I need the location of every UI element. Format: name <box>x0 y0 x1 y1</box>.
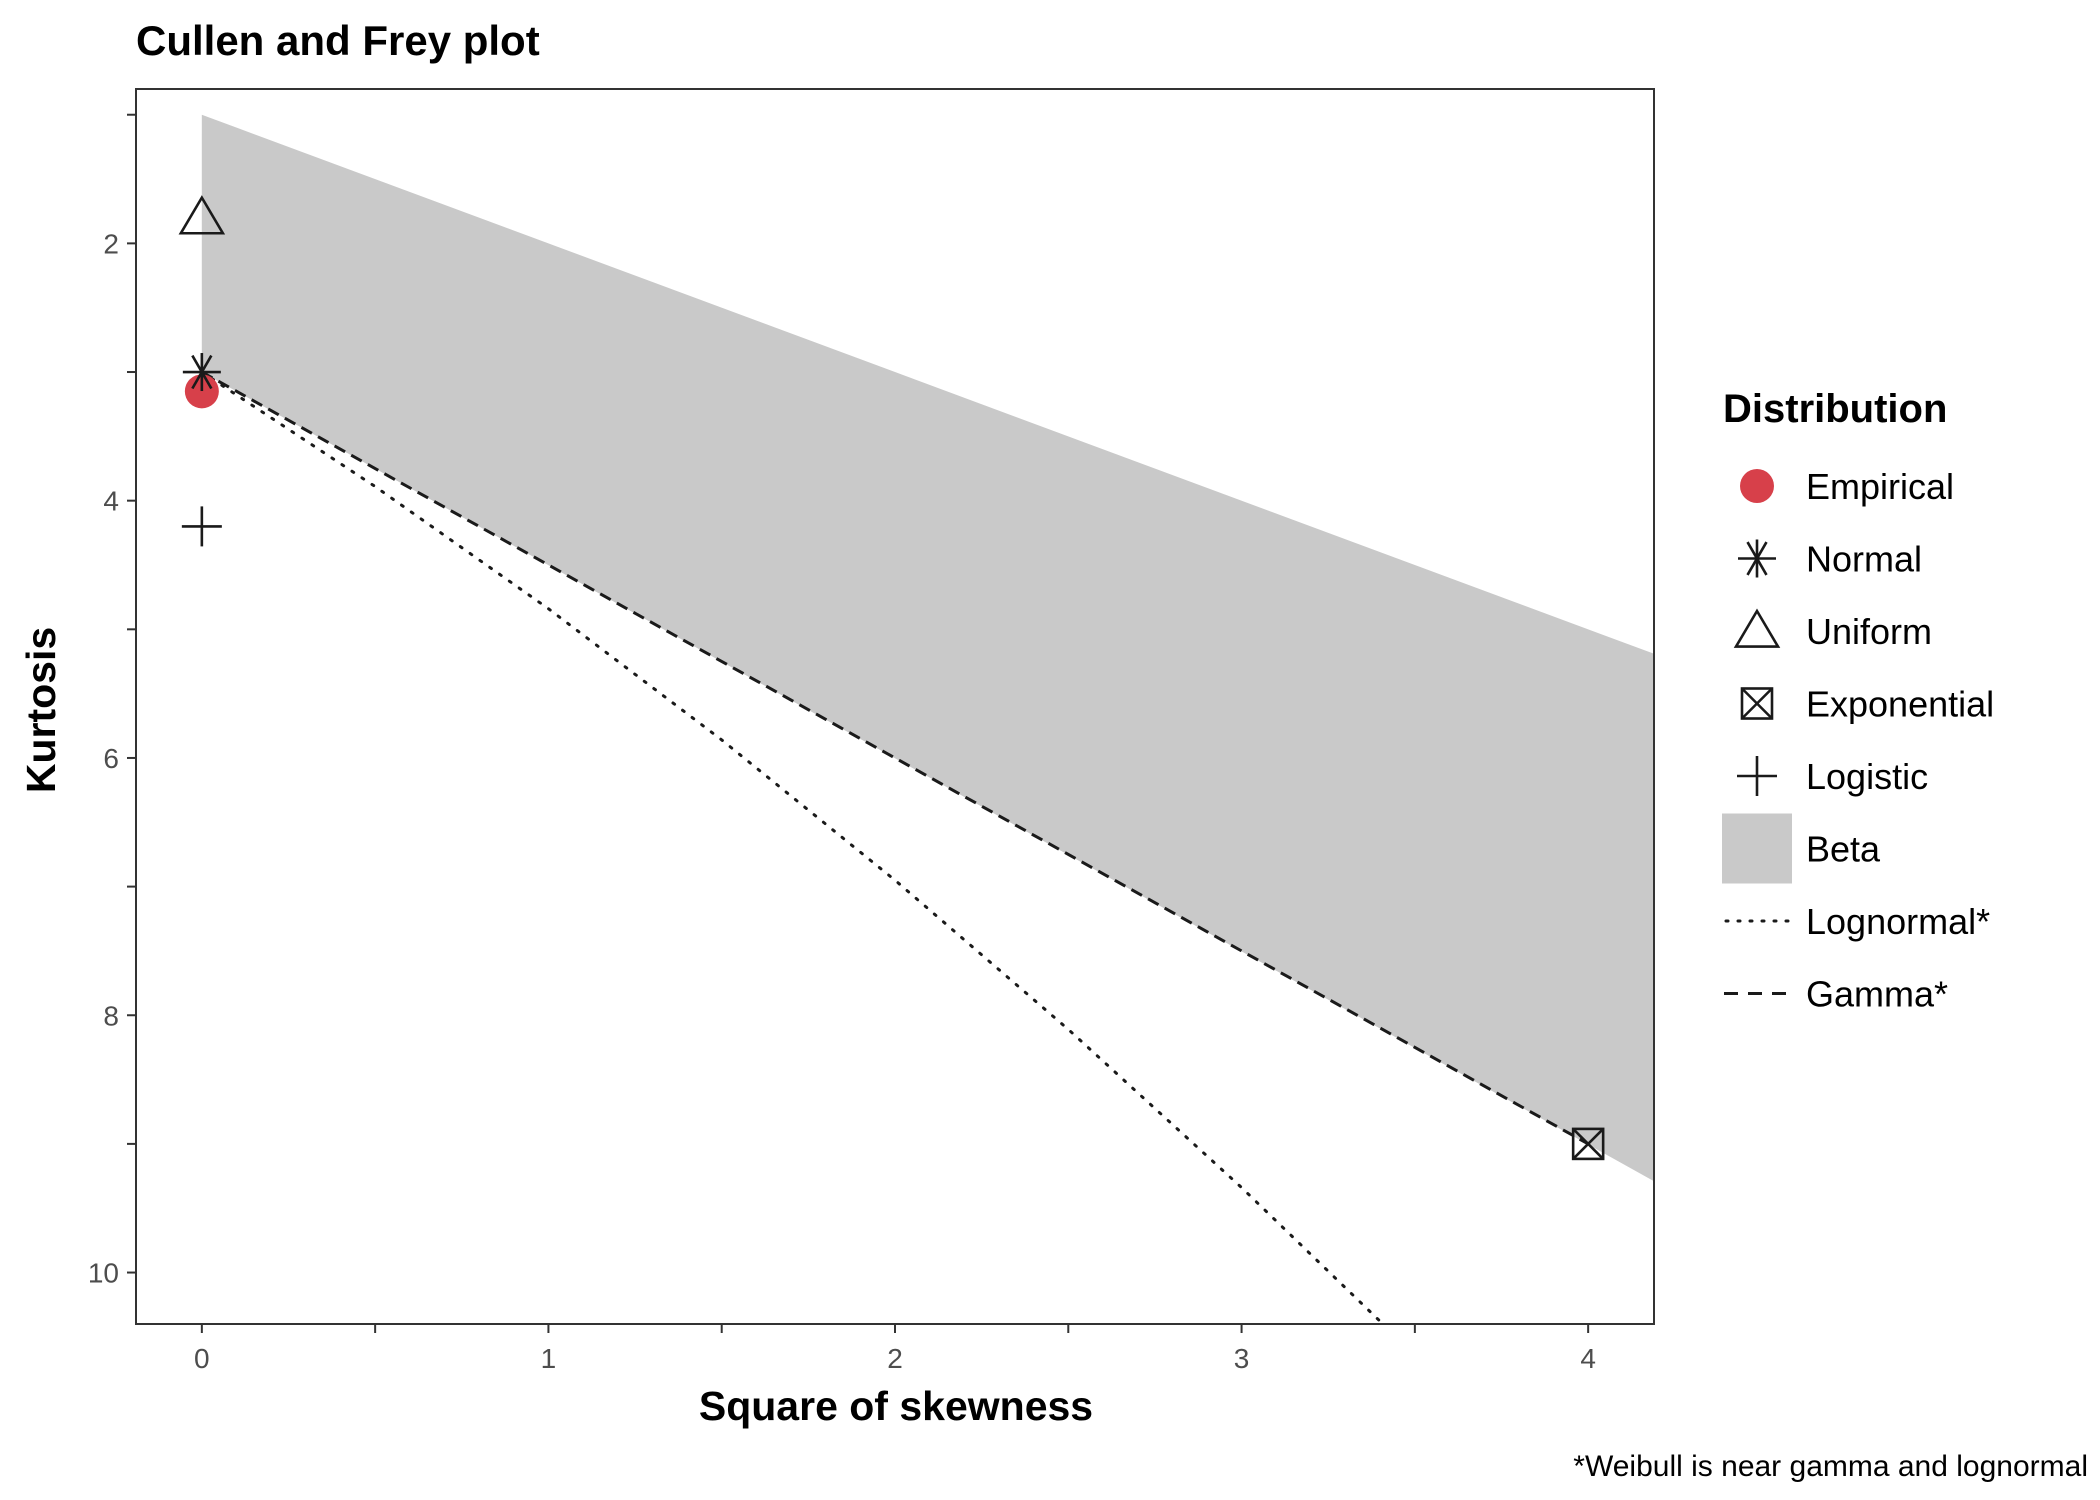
legend-item-uniform: Uniform <box>1733 608 1932 652</box>
plot-area <box>178 114 1654 1324</box>
legend-key-uniform <box>1733 608 1781 648</box>
legend-key-logistic <box>1737 756 1777 796</box>
legend-key-beta <box>1722 813 1792 884</box>
legend-label-gamma: Gamma* <box>1806 974 1948 1015</box>
y-axis-title: Kurtosis <box>18 627 64 793</box>
caption-note: *Weibull is near gamma and lognormal <box>1573 1450 2088 1483</box>
point-uniform <box>178 195 226 235</box>
legend: Empirical Normal Uniform Exponential Logisti… <box>1722 466 1994 1015</box>
legend-item-gamma: Gamma* <box>1724 974 1948 1015</box>
x-axis-title: Square of skewness <box>699 1383 1093 1429</box>
lognormal-line <box>200 370 1386 1324</box>
y-tick-label: 8 <box>103 1000 119 1031</box>
y-tick-label: 2 <box>103 228 119 259</box>
point-exponential <box>1571 1127 1605 1161</box>
legend-label-logistic: Logistic <box>1806 756 1928 797</box>
legend-label-normal: Normal <box>1806 539 1922 580</box>
x-tick-label: 0 <box>194 1343 210 1374</box>
y-tick-label: 4 <box>103 486 119 517</box>
legend-item-logistic: Logistic <box>1737 756 1928 797</box>
legend-item-empirical: Empirical <box>1740 466 1954 507</box>
legend-item-beta: Beta <box>1722 813 1881 884</box>
point-logistic <box>181 506 222 547</box>
x-tick-label: 3 <box>1234 1343 1250 1374</box>
x-tick-label: 4 <box>1580 1343 1596 1374</box>
point-empirical <box>184 374 219 409</box>
legend-label-lognormal: Lognormal* <box>1806 901 1990 942</box>
chart-title: Cullen and Frey plot <box>136 17 540 64</box>
legend-label-beta: Beta <box>1806 829 1881 870</box>
x-tick-label: 2 <box>887 1343 903 1374</box>
axes: 0 1 2 3 4 2 4 6 8 10 <box>88 88 1655 1374</box>
y-tick-label: 6 <box>103 743 119 774</box>
legend-key-exponential <box>1740 687 1774 720</box>
x-tick-label: 1 <box>541 1343 557 1374</box>
legend-key-empirical <box>1740 469 1774 503</box>
legend-label-empirical: Empirical <box>1806 466 1954 507</box>
plot-marks <box>200 114 1654 1324</box>
legend-key-normal <box>1738 539 1776 578</box>
legend-label-uniform: Uniform <box>1806 611 1932 652</box>
legend-item-exponential: Exponential <box>1740 684 1994 725</box>
y-tick-label: 10 <box>88 1258 119 1289</box>
gamma-line <box>201 370 1589 1146</box>
point-normal <box>182 353 221 392</box>
legend-item-lognormal: Lognormal* <box>1724 901 1990 942</box>
legend-item-normal: Normal <box>1738 539 1922 580</box>
legend-label-exponential: Exponential <box>1806 684 1994 725</box>
beta-region <box>201 114 1654 1182</box>
legend-title: Distribution <box>1723 387 1947 431</box>
